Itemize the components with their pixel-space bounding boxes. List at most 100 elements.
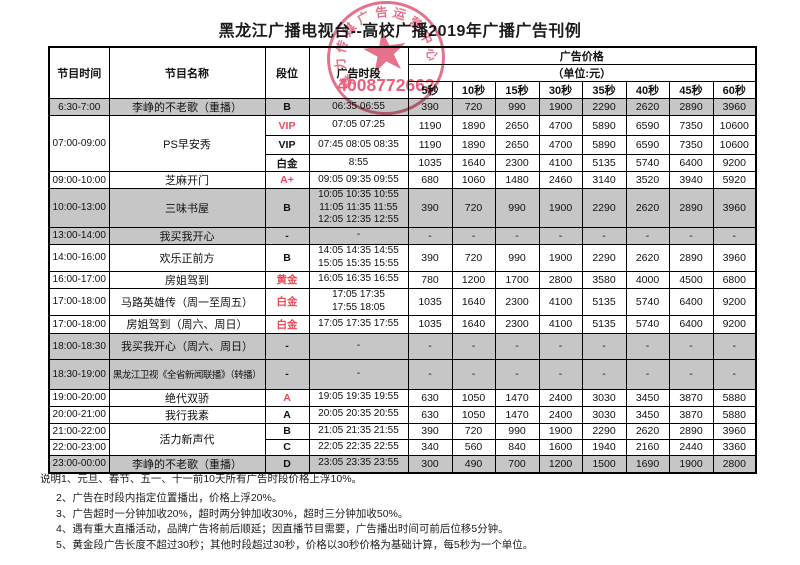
table-row: 14:00-16:00 欢乐正前方 B 14:05 14:35 14:55 15:05 … xyxy=(48,243,757,272)
price-cell: 1060 xyxy=(451,171,496,189)
price-cell: 720 xyxy=(451,98,496,116)
tier-cell: B xyxy=(264,188,310,228)
price-cell: 1500 xyxy=(581,454,627,473)
price-cell: - xyxy=(451,358,496,390)
price-cell: 1470 xyxy=(494,388,540,407)
duration-header: 35秒 xyxy=(581,81,627,99)
price-cell: - xyxy=(538,226,583,245)
price-cell: 2290 xyxy=(581,422,627,440)
price-cell: 2620 xyxy=(625,243,670,272)
price-cell: 1900 xyxy=(538,188,583,228)
price-cell: 560 xyxy=(451,438,496,456)
header-program-name: 节目名称 xyxy=(108,46,266,99)
price-cell: - xyxy=(668,332,714,360)
price-cell: - xyxy=(712,332,757,360)
price-cell: - xyxy=(538,332,583,360)
ad-slot-line: 12:05 12:35 12:55 xyxy=(318,214,399,225)
price-cell: 5880 xyxy=(712,388,757,407)
price-cell: 2160 xyxy=(625,438,670,456)
header-program-time: 节目时间 xyxy=(48,46,110,99)
price-cell: 1190 xyxy=(407,135,453,155)
note-line: 4、遇有重大直播活动，品牌广告将前后顺延；因直播节目需要，广告播出时间可前后位移… xyxy=(56,523,509,536)
page-title: 黑龙江广播电视台--高校广播2019年广播广告刊例 xyxy=(218,23,582,40)
price-cell: 2290 xyxy=(581,188,627,228)
price-cell: 3450 xyxy=(625,405,670,424)
program-time-cell: 17:00-18:00 xyxy=(48,314,110,334)
ad-slot-cell: 20:05 20:35 20:55 xyxy=(308,405,409,424)
table-row: 09:00-10:00 芝麻开门 A+ 09:05 09:35 09:55 680 106… xyxy=(48,171,757,189)
ad-slot-cell: 19:05 19:35 19:55 xyxy=(308,388,409,407)
price-cell: 2400 xyxy=(538,405,583,424)
ad-slot-line: - xyxy=(356,367,361,379)
header-price-group: 广告价格 xyxy=(407,46,757,65)
price-cell: - xyxy=(407,226,453,245)
price-cell: - xyxy=(712,358,757,390)
price-cell: 1890 xyxy=(451,135,496,155)
ad-slot-line: 17:05 17:35 17:55 xyxy=(318,317,399,329)
price-cell: 390 xyxy=(407,422,453,440)
table-row: 16:00-17:00 房姐驾到 黄金 16:05 16:35 16:55 780 120… xyxy=(48,270,757,289)
table-row: 13:00-14:00 我买我开心 - - - - - - - - - - xyxy=(48,226,757,245)
table-row: 17:00-18:00 马路英雄传（周一至周五） 白金 17:05 17:35 17:5… xyxy=(48,287,757,316)
price-cell: 2290 xyxy=(581,98,627,116)
tier-cell: - xyxy=(264,332,310,360)
program-name-cell: 我买我开心（周六、周日） xyxy=(108,332,266,360)
price-cell: - xyxy=(451,226,496,245)
price-cell: 2800 xyxy=(712,454,757,473)
ad-slot-line: 17:55 18:05 xyxy=(332,301,385,313)
price-cell: 3450 xyxy=(625,388,670,407)
price-cell: 720 xyxy=(451,422,496,440)
price-cell: 1470 xyxy=(494,405,540,424)
price-cell: 2300 xyxy=(494,154,540,172)
price-cell: 1035 xyxy=(407,314,453,334)
price-cell: 2650 xyxy=(494,135,540,155)
tier-cell: VIP xyxy=(264,135,310,155)
ad-slot-line: 10:05 10:35 10:55 xyxy=(318,189,399,200)
price-cell: - xyxy=(494,226,540,245)
price-cell: 2460 xyxy=(538,171,583,189)
price-cell: 3940 xyxy=(668,171,714,189)
price-cell: 3580 xyxy=(581,270,627,289)
table-row: 07:00-09:00 PS早安秀 VIP 07:05 07:25 1190 1890 26… xyxy=(48,115,757,172)
price-cell: 5890 xyxy=(581,115,627,136)
ad-slot-line: 15:05 15:35 15:55 xyxy=(318,257,399,269)
price-cell: 5135 xyxy=(581,154,627,172)
price-cell: 1690 xyxy=(625,454,670,473)
duration-header: 30秒 xyxy=(538,81,583,99)
price-cell: 990 xyxy=(494,243,540,272)
price-cell: 2620 xyxy=(625,98,670,116)
price-cell: 3520 xyxy=(625,171,670,189)
price-cell: - xyxy=(625,332,670,360)
price-cell: 2290 xyxy=(581,243,627,272)
program-time-cell: 20:00-21:00 xyxy=(48,405,110,424)
price-cell: 3960 xyxy=(712,98,757,116)
tier-cell: A+ xyxy=(264,171,310,189)
program-time-cell: 17:00-18:00 xyxy=(48,287,110,316)
price-cell: 3960 xyxy=(712,422,757,440)
price-cell: 2890 xyxy=(668,98,714,116)
ad-slot-cell: 22:05 22:35 22:55 xyxy=(308,438,409,456)
ad-slot-line: 11:05 11:35 11:55 xyxy=(319,201,398,213)
ad-slot-cell: 23:05 23:35 23:55 xyxy=(308,454,409,473)
price-cell: 6590 xyxy=(625,115,670,136)
program-time-cell: 14:00-16:00 xyxy=(48,243,110,272)
program-time-cell: 6:30-7:00 xyxy=(48,98,110,116)
ad-slot-cell: 21:05 21:35 21:55 xyxy=(308,422,409,440)
ad-slot-cell: 17:05 17:35 17:55 18:05 xyxy=(308,287,409,316)
program-name-cell: 房姐驾到（周六、周日） xyxy=(108,314,266,334)
price-cell: 2620 xyxy=(625,422,670,440)
ad-slot-cell: - xyxy=(308,332,409,360)
table-row: 6:30-7:00 李峥的不老歌（重播） B 06:35 06:55 390 720 990… xyxy=(48,98,757,116)
price-cell: 9200 xyxy=(712,154,757,172)
price-cell: 300 xyxy=(407,454,453,473)
ad-slot-cell: 07:45 08:05 08:35 xyxy=(308,135,409,155)
tier-cell: - xyxy=(264,358,310,390)
price-cell: 5740 xyxy=(625,314,670,334)
price-cell: 4700 xyxy=(538,115,583,136)
tier-cell: A xyxy=(264,405,310,424)
program-name-cell: 李峥的不老歌（重播） xyxy=(108,98,266,116)
program-time-cell: 19:00-20:00 xyxy=(48,388,110,407)
program-name-cell: 绝代双骄 xyxy=(108,388,266,407)
ad-slot-line: 20:05 20:35 20:55 xyxy=(318,408,399,420)
program-time-cell: 21:00-22:00 xyxy=(48,422,110,440)
